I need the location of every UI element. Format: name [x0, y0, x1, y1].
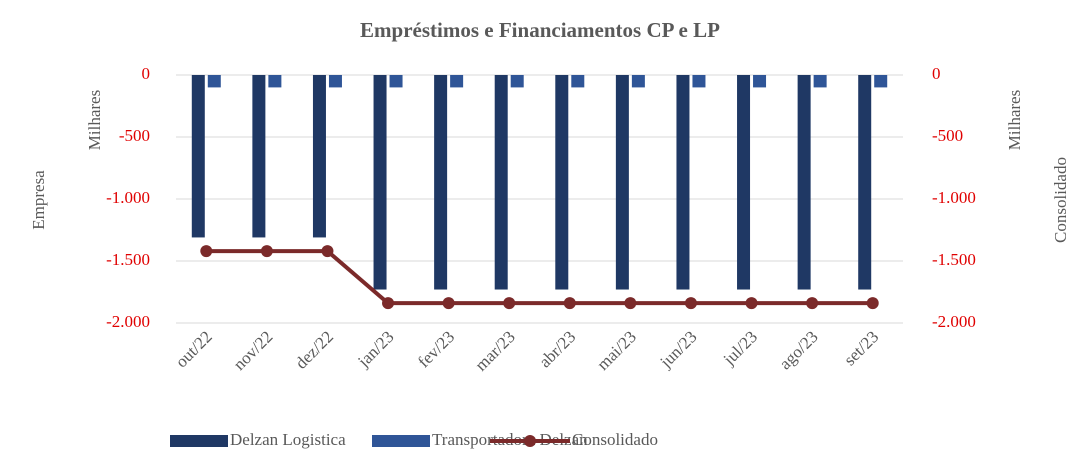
bar: [328, 75, 342, 88]
y-tick-label: -1.000: [106, 188, 150, 207]
bar: [858, 75, 872, 290]
x-tick-label: dez/22: [292, 327, 337, 372]
bar: [373, 75, 387, 290]
line-marker: [563, 297, 576, 310]
bar: [207, 75, 221, 88]
line-marker: [684, 297, 697, 310]
x-tick-label: jul/23: [719, 327, 761, 369]
y2-tick-label: -500: [932, 126, 963, 145]
line-marker: [260, 245, 273, 258]
y-axis-label: Empresa: [29, 170, 48, 230]
y-tick-label: -500: [119, 126, 150, 145]
legend-marker: [524, 435, 536, 447]
line: [206, 249, 873, 306]
bar: [494, 75, 508, 290]
bar: [312, 75, 326, 238]
x-tick-label: out/22: [172, 327, 216, 371]
bar: [874, 75, 888, 88]
y2-tick-label: -1.000: [932, 188, 976, 207]
y-axis-unit: Milhares: [85, 90, 104, 150]
bar: [252, 75, 266, 238]
bar: [434, 75, 448, 290]
y2-tick-label: 0: [932, 64, 941, 83]
bar: [676, 75, 690, 290]
bar: [268, 75, 282, 88]
bar: [450, 75, 464, 88]
legend-swatch: [170, 435, 228, 447]
y2-axis-label: Consolidado: [1051, 157, 1070, 243]
bar: [191, 75, 205, 238]
line-marker: [382, 297, 395, 310]
legend-swatch: [372, 435, 430, 447]
bar: [631, 75, 645, 88]
line-marker: [745, 297, 758, 310]
legend-label: Delzan Logistica: [230, 430, 346, 449]
y2-tick-label: -2.000: [932, 312, 976, 331]
y-tick-label: 0: [142, 64, 151, 83]
bar: [571, 75, 585, 88]
x-tick-label: fev/23: [414, 327, 458, 371]
x-tick-label: ago/23: [776, 327, 822, 373]
bar: [737, 75, 751, 290]
line-marker: [624, 297, 637, 310]
y2-tick-label: -1.500: [932, 250, 976, 269]
y-tick-label: -1.500: [106, 250, 150, 269]
bar: [753, 75, 767, 88]
line-marker: [442, 297, 455, 310]
line-marker: [503, 297, 516, 310]
bar: [692, 75, 706, 88]
line-marker: [806, 297, 819, 310]
line-marker: [200, 245, 213, 258]
x-tick-label: jan/23: [353, 327, 397, 371]
x-tick-label: mar/23: [471, 327, 518, 374]
x-tick-label: set/23: [840, 327, 882, 369]
y-tick-label: -2.000: [106, 312, 150, 331]
x-tick-label: jun/23: [656, 327, 701, 372]
bar: [555, 75, 569, 290]
bar: [615, 75, 629, 290]
bar: [797, 75, 811, 290]
bar: [389, 75, 403, 88]
x-tick-label: abr/23: [535, 327, 579, 371]
line-marker: [866, 297, 879, 310]
line-marker: [321, 245, 334, 258]
y2-axis-unit: Milhares: [1005, 90, 1024, 150]
chart-title: Empréstimos e Financiamentos CP e LP: [360, 18, 720, 42]
bar: [813, 75, 827, 88]
x-tick-label: nov/22: [230, 327, 277, 374]
bar: [510, 75, 524, 88]
legend-label: Consolidado: [572, 430, 658, 449]
x-tick-label: mai/23: [593, 327, 640, 374]
